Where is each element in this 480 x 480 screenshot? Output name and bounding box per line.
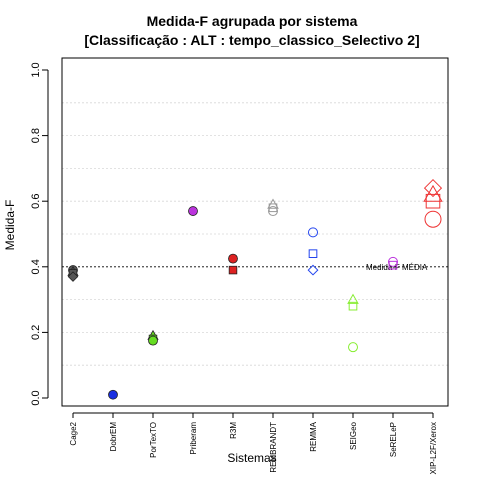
data-point-diamond [423, 178, 443, 198]
data-point-circle [388, 256, 398, 267]
data-point-diamond [307, 264, 319, 276]
data-point-square [268, 203, 278, 213]
data-point-circle [228, 253, 238, 264]
data-point-square [308, 249, 318, 259]
gridlines [62, 102, 448, 366]
x-tick-label: REMBRANDT [269, 422, 278, 473]
x-axis-label: Sistemas [227, 451, 276, 465]
data-point-circle [308, 227, 318, 238]
data-point-circle [268, 206, 278, 217]
x-tick-label: SEIGeo [349, 421, 358, 450]
x-tick-label: PorTexTO [149, 422, 158, 458]
x-tick-label: Cage2 [69, 421, 78, 445]
y-tick-label: 0.2 [30, 325, 42, 340]
x-tick-label: XIP-L2F/Xerox [429, 422, 438, 474]
y-tick-label: 0.8 [30, 128, 42, 143]
data-point-square [348, 301, 358, 311]
x-tick-label: Priberam [189, 422, 198, 455]
data-point-square [228, 265, 238, 275]
x-tick-label: REMMA [309, 421, 318, 451]
data-point-circle [188, 206, 198, 216]
data-points [67, 178, 443, 400]
data-point-triangle [423, 184, 443, 202]
x-axis: Cage2 DobrEM PorTexTO Priberam R3M REMBRANDT R… [69, 412, 438, 474]
data-point-triangle [347, 293, 359, 304]
data-point-circle [108, 389, 118, 400]
x-tick-label: DobrEM [109, 422, 118, 452]
chart-subtitle: [Classificação : ALT : tempo_classico_Se… [84, 32, 419, 48]
y-axis-label: Medida-F [3, 200, 17, 251]
plot-frame [61, 57, 449, 407]
data-point-circle [148, 335, 158, 346]
chart-title: Medida-F agrupada por sistema [147, 13, 358, 29]
y-axis: 0.0 0.2 0.4 0.6 0.8 1.0 [30, 62, 49, 406]
data-point-square [425, 193, 441, 209]
y-tick-label: 0.6 [30, 194, 42, 209]
data-point-circle [348, 342, 358, 353]
x-tick-label: R3M [229, 422, 238, 439]
data-point-circle [424, 210, 442, 228]
x-tick-label: SeRELeP [389, 422, 398, 457]
y-tick-label: 1.0 [30, 62, 42, 77]
y-tick-label: 0.0 [30, 390, 42, 405]
y-tick-label: 0.4 [30, 259, 42, 274]
data-point-diamond [67, 271, 79, 282]
data-point-square [388, 260, 398, 270]
